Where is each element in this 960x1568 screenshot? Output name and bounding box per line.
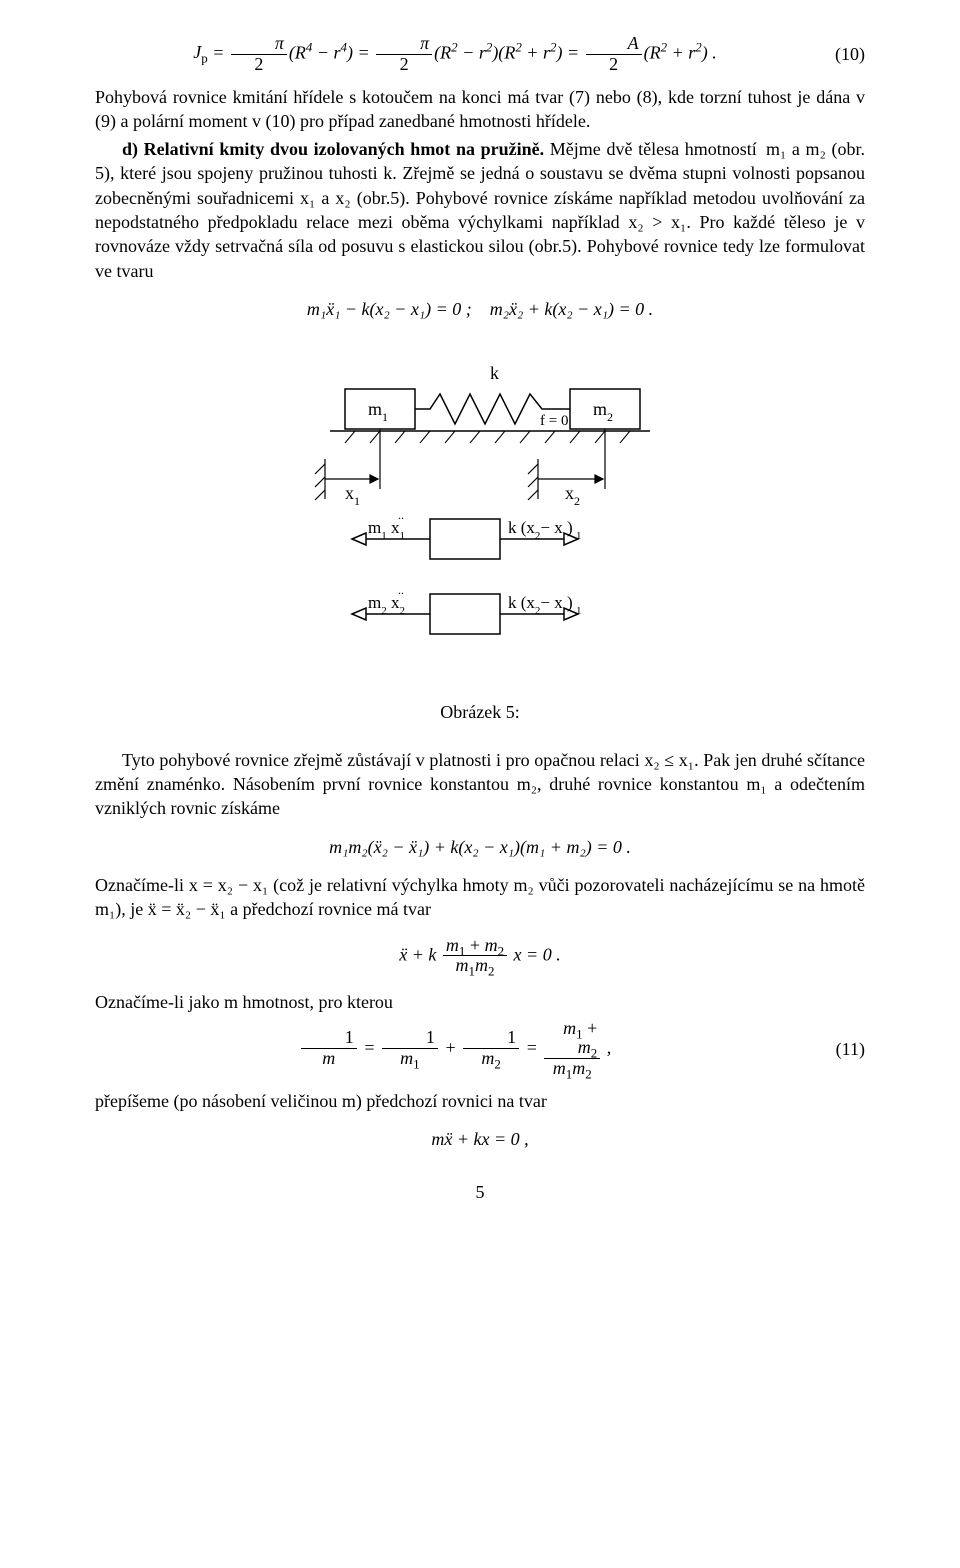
equation-combined-body: m₁m₂(ẍ₂ − ẍ₁) + k(x₂ − x₁)(m₁ + m₂) = 0 … bbox=[329, 837, 631, 857]
figure-5-caption: Obrázek 5: bbox=[95, 700, 865, 724]
paragraph-4: Označíme-li x = x₂ − x₁ (což je relativn… bbox=[95, 873, 865, 922]
paragraph-3: Tyto pohybové rovnice zřejmě zůstávají v… bbox=[95, 748, 865, 821]
equation-11-body: 1m = 1m1 + 1m2 = m1 + m2m1m2 , bbox=[95, 1019, 815, 1079]
fig-fbd2-right-sub: 1 bbox=[576, 605, 582, 617]
fig-label-m1: m1 bbox=[368, 399, 388, 424]
equation-pair: m₁ẍ₁ − k(x₂ − x₁) = 0 ; m₂ẍ₂ + k(x₂ − x₁… bbox=[95, 297, 865, 321]
figure-5: k f = 0 m1 m2 x1 x2 m1 x1 .. k (x2− bbox=[95, 349, 865, 685]
equation-10-body: Jp = π2(R4 − r4) = π2(R2 − r2)(R2 + r2) … bbox=[95, 34, 815, 75]
paragraph-2: d) Relativní kmity dvou izolovaných hmot… bbox=[95, 137, 865, 283]
fig-fbd2-ddots: .. bbox=[398, 583, 404, 597]
fig-label-f0: f = 0 bbox=[540, 413, 568, 429]
fig-fbd1-ddots: .. bbox=[398, 508, 404, 522]
paragraph-1: Pohybová rovnice kmitání hřídele s kotou… bbox=[95, 85, 865, 134]
equation-final: mẍ + kx = 0 , bbox=[95, 1127, 865, 1151]
equation-10: Jp = π2(R4 − r4) = π2(R2 − r2)(R2 + r2) … bbox=[95, 34, 865, 75]
page-number: 5 bbox=[95, 1180, 865, 1204]
equation-reduced: ẍ + k m1 + m2m1m2 x = 0 . bbox=[95, 936, 865, 977]
equation-10-number: (10) bbox=[815, 42, 865, 66]
equation-final-body: mẍ + kx = 0 , bbox=[431, 1129, 528, 1149]
fig-label-x2: x2 bbox=[565, 483, 580, 508]
equation-combined: m₁m₂(ẍ₂ − ẍ₁) + k(x₂ − x₁)(m₁ + m₂) = 0 … bbox=[95, 835, 865, 859]
equation-11: 1m = 1m1 + 1m2 = m1 + m2m1m2 , (11) bbox=[95, 1019, 865, 1079]
section-d-heading: d) Relativní kmity dvou izolovaných hmot… bbox=[122, 139, 544, 159]
fig-label-m2: m2 bbox=[593, 399, 613, 424]
fig-label-x1: x1 bbox=[345, 483, 360, 508]
paragraph-2-body: Mějme dvě tělesa hmotností m₁ a m₂ (obr.… bbox=[95, 139, 865, 280]
figure-5-svg: k f = 0 m1 m2 x1 x2 m1 x1 .. k (x2− bbox=[270, 349, 690, 679]
paragraph-6: přepíšeme (po násobení veličinou m) před… bbox=[95, 1089, 865, 1113]
paragraph-5: Označíme-li jako m hmotnost, pro kterou bbox=[95, 990, 865, 1014]
equation-11-number: (11) bbox=[815, 1037, 865, 1061]
equation-pair-body: m₁ẍ₁ − k(x₂ − x₁) = 0 ; m₂ẍ₂ + k(x₂ − x₁… bbox=[307, 299, 653, 319]
fig-label-k: k bbox=[490, 363, 499, 383]
fig-fbd1-right-sub: 1 bbox=[576, 530, 582, 542]
